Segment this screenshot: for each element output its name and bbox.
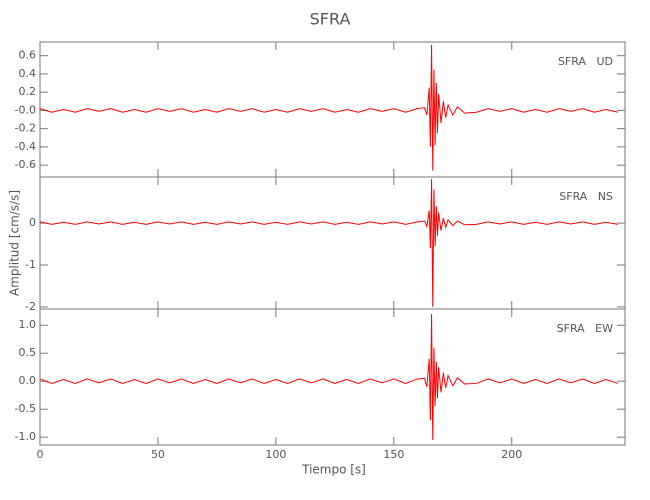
x-tick-label: 50 bbox=[151, 448, 165, 461]
y-tick-label: -0.2 bbox=[15, 122, 36, 135]
x-tick-label: 200 bbox=[501, 448, 522, 461]
plot-frame bbox=[39, 308, 626, 446]
y-tick-label: -0.6 bbox=[15, 158, 36, 171]
y-tick-label: 1.0 bbox=[19, 318, 37, 331]
y-tick-label: 0.2 bbox=[19, 85, 37, 98]
y-tick-label: -2 bbox=[25, 300, 36, 313]
x-tick-label: 100 bbox=[265, 448, 286, 461]
y-tick-label: 0.4 bbox=[19, 67, 37, 80]
panel-label: SFRA EW bbox=[557, 322, 613, 335]
chart-title: SFRA bbox=[310, 10, 351, 29]
y-tick-label: 0.6 bbox=[19, 49, 37, 62]
y-tick-label: -0.0 bbox=[15, 103, 36, 116]
y-tick-label: 0 bbox=[29, 216, 36, 229]
panel-label: SFRA UD bbox=[558, 55, 613, 68]
x-tick-label: 0 bbox=[37, 448, 44, 461]
x-tick-label: 150 bbox=[383, 448, 404, 461]
waveform bbox=[39, 44, 619, 171]
y-tick-label: -1 bbox=[25, 258, 36, 271]
y-tick-label: -1.0 bbox=[15, 430, 36, 443]
y-axis-label: Amplitud [cm/s/s] bbox=[8, 190, 22, 296]
y-tick-label: -0.4 bbox=[15, 140, 36, 153]
panel-label: SFRA NS bbox=[559, 190, 613, 203]
x-axis-label: Tiempo [s] bbox=[301, 463, 366, 477]
waveform bbox=[39, 179, 619, 307]
y-tick-label: 0.5 bbox=[19, 346, 37, 359]
plot-frame bbox=[39, 176, 626, 310]
waveform bbox=[39, 314, 619, 440]
y-tick-label: -0.5 bbox=[15, 402, 36, 415]
y-tick-label: 0.0 bbox=[19, 374, 37, 387]
